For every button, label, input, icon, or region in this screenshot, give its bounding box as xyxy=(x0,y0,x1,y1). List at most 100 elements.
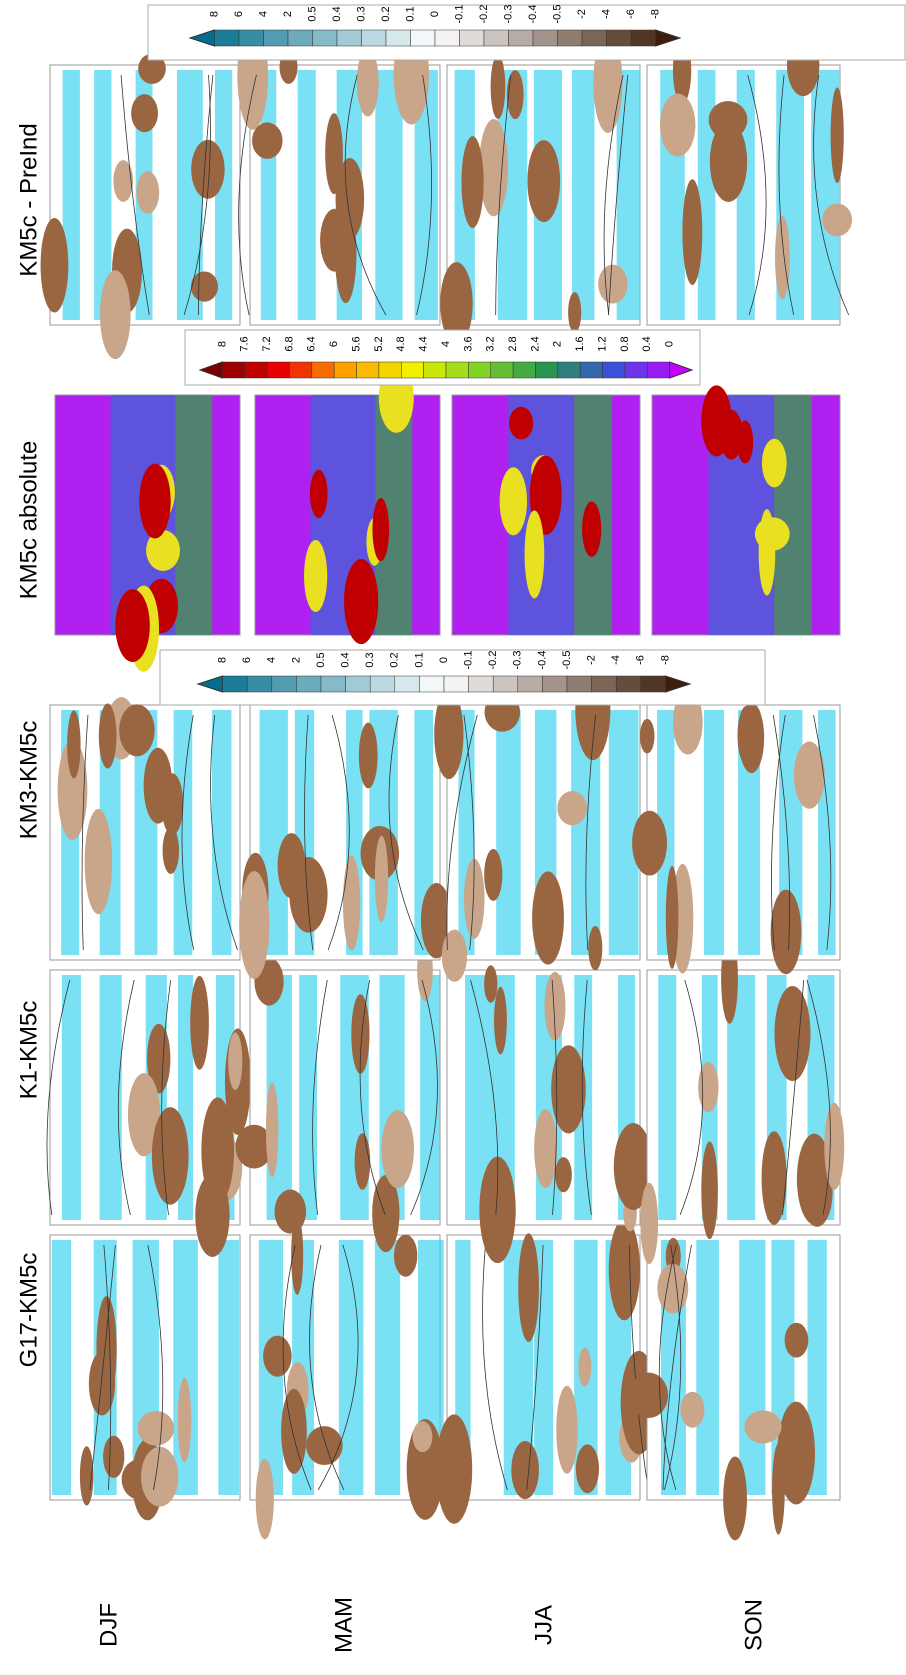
colorbar-label: 0.1 xyxy=(404,6,416,21)
map-blob xyxy=(306,1426,343,1465)
colorbar-swatch xyxy=(395,676,420,692)
colorbar-label: 0.2 xyxy=(389,652,401,667)
map-blob xyxy=(640,719,654,754)
colorbar-label: 0 xyxy=(438,657,450,663)
map-blob xyxy=(785,1323,809,1358)
map-blob xyxy=(568,292,581,333)
colorbar-swatch xyxy=(582,30,607,46)
map-band xyxy=(774,395,812,635)
colorbar-swatch xyxy=(223,676,248,692)
colorbar-swatch xyxy=(337,30,362,46)
map-blob xyxy=(119,704,155,756)
colorbar-label: 0.5 xyxy=(306,6,318,21)
map-blob xyxy=(85,809,112,914)
colorbar-label: 4.8 xyxy=(395,336,407,351)
colorbar-label: -0.3 xyxy=(512,651,524,670)
map-blob xyxy=(256,1459,274,1540)
colorbar-label: 2 xyxy=(282,11,294,17)
colorbar-swatch xyxy=(321,676,346,692)
colorbar-swatch xyxy=(313,30,338,46)
colorbar-swatch xyxy=(558,362,580,378)
map-blob xyxy=(375,836,388,923)
map-blob xyxy=(534,1109,557,1188)
map-blob xyxy=(511,1441,539,1499)
map-blob xyxy=(310,470,328,518)
map-band xyxy=(298,70,316,320)
colorbar-swatch xyxy=(379,362,401,378)
column-header: KM3-KM5c xyxy=(15,721,42,840)
map-blob xyxy=(344,559,378,644)
colorbar-swatch xyxy=(484,30,509,46)
colorbar-swatch xyxy=(215,30,240,46)
map-blob xyxy=(518,1233,539,1342)
map-blob xyxy=(555,1157,572,1192)
colorbar-label: 0.3 xyxy=(364,652,376,667)
colorbar-swatch xyxy=(419,676,444,692)
colorbar-swatch xyxy=(264,30,289,46)
map-blob xyxy=(281,1389,307,1474)
map-blob xyxy=(274,1190,306,1234)
colorbar-label: 8 xyxy=(216,341,228,347)
colorbar-swatch xyxy=(288,30,313,46)
colorbar-swatch xyxy=(435,30,460,46)
map-blob xyxy=(141,1447,178,1507)
colorbar-swatch xyxy=(509,30,534,46)
map-blob xyxy=(698,1062,718,1112)
colorbar-label: 5.2 xyxy=(373,336,385,351)
colorbar-swatch xyxy=(424,362,446,378)
colorbar-label: 0.1 xyxy=(413,652,425,667)
colorbar-swatch xyxy=(518,676,543,692)
map-blob xyxy=(304,540,327,612)
map-band xyxy=(175,395,212,635)
colorbar-label: -8 xyxy=(649,9,661,19)
colorbar-swatch xyxy=(222,362,244,378)
colorbar-label: 8 xyxy=(217,657,229,663)
colorbar-swatch xyxy=(491,362,513,378)
map-blob xyxy=(723,1456,747,1540)
colorbar-label: 4.4 xyxy=(418,336,430,351)
map-blob xyxy=(228,1033,242,1090)
map-blob xyxy=(289,857,327,933)
map-blob xyxy=(252,122,283,158)
map-blob xyxy=(484,965,497,1002)
map-blob xyxy=(582,502,601,557)
colorbar-label: 7.2 xyxy=(261,336,273,351)
colorbar-swatch xyxy=(603,362,625,378)
map-blob xyxy=(609,1219,640,1320)
colorbar-swatch xyxy=(444,676,469,692)
map-blob xyxy=(527,140,560,222)
map-blob xyxy=(660,94,695,157)
map-blob xyxy=(720,410,743,460)
colorbar-label: 5.6 xyxy=(350,336,362,351)
map-band xyxy=(52,1240,71,1495)
colorbar-label: -4 xyxy=(610,655,622,665)
colorbar-swatch xyxy=(312,362,334,378)
colorbar-label: 0.4 xyxy=(331,6,343,21)
map-band xyxy=(496,710,521,955)
colorbar-swatch xyxy=(616,676,641,692)
colorbar-label: -0.5 xyxy=(551,5,563,24)
row-label: MAM xyxy=(330,1597,357,1653)
map-blob xyxy=(824,1103,844,1190)
map-blob xyxy=(630,1373,668,1418)
colorbar-swatch xyxy=(446,362,468,378)
map-blob xyxy=(491,55,506,119)
colorbar-swatch xyxy=(247,676,272,692)
map-blob xyxy=(640,1183,658,1264)
map-band xyxy=(739,1240,765,1495)
map-blob xyxy=(136,171,159,213)
colorbar-swatch xyxy=(272,676,297,692)
colorbar-label: -0.4 xyxy=(527,5,539,24)
colorbar-label: 3.2 xyxy=(485,336,497,351)
colorbar-label: 0.8 xyxy=(619,336,631,351)
map-blob xyxy=(557,791,587,825)
colorbar-label: 0.4 xyxy=(340,652,352,667)
map-blob xyxy=(588,926,602,970)
map-band xyxy=(696,1240,719,1495)
column-header: KM5c absolute xyxy=(15,441,42,600)
map-blob xyxy=(191,271,218,301)
map-blob xyxy=(680,1392,704,1428)
map-blob xyxy=(772,1444,785,1535)
colorbar-label: 2.8 xyxy=(507,336,519,351)
map-blob xyxy=(822,204,852,237)
